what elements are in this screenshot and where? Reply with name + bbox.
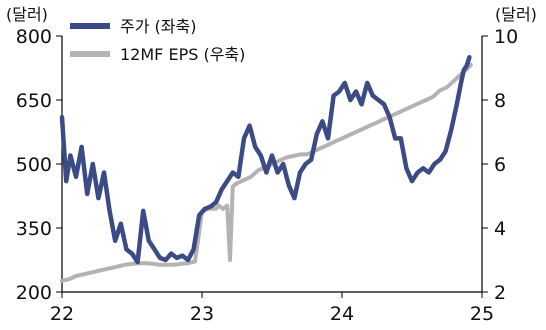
left-tick-label: 800 bbox=[16, 26, 52, 48]
left-axis-unit: (달러) bbox=[6, 5, 48, 24]
left-tick-label: 500 bbox=[16, 154, 52, 176]
right-tick-label: 10 bbox=[494, 26, 518, 48]
x-tick-label: 22 bbox=[50, 303, 74, 325]
legend-label-eps: 12MF EPS (우축) bbox=[120, 45, 245, 64]
series-line-price bbox=[59, 55, 472, 265]
x-axis-ticks: 22 23 24 25 bbox=[50, 292, 494, 325]
x-tick-label: 25 bbox=[470, 303, 494, 325]
left-tick-label: 350 bbox=[16, 218, 52, 240]
right-axis-unit: (달러) bbox=[495, 5, 537, 24]
series-layer bbox=[59, 55, 473, 283]
left-axis-ticks: 200 350 500 650 800 bbox=[16, 26, 62, 304]
right-tick-label: 6 bbox=[494, 154, 506, 176]
right-tick-label: 8 bbox=[494, 90, 506, 112]
legend-label-price: 주가 (좌축) bbox=[120, 17, 196, 36]
right-tick-label: 4 bbox=[494, 218, 506, 240]
legend: 주가 (좌축) 12MF EPS (우축) bbox=[70, 17, 245, 64]
right-axis-ticks: 2 4 6 8 10 bbox=[482, 26, 518, 304]
right-tick-label: 2 bbox=[494, 282, 506, 304]
x-tick-label: 24 bbox=[330, 303, 354, 325]
left-tick-label: 200 bbox=[16, 282, 52, 304]
left-tick-label: 650 bbox=[16, 90, 52, 112]
x-tick-label: 23 bbox=[190, 303, 214, 325]
